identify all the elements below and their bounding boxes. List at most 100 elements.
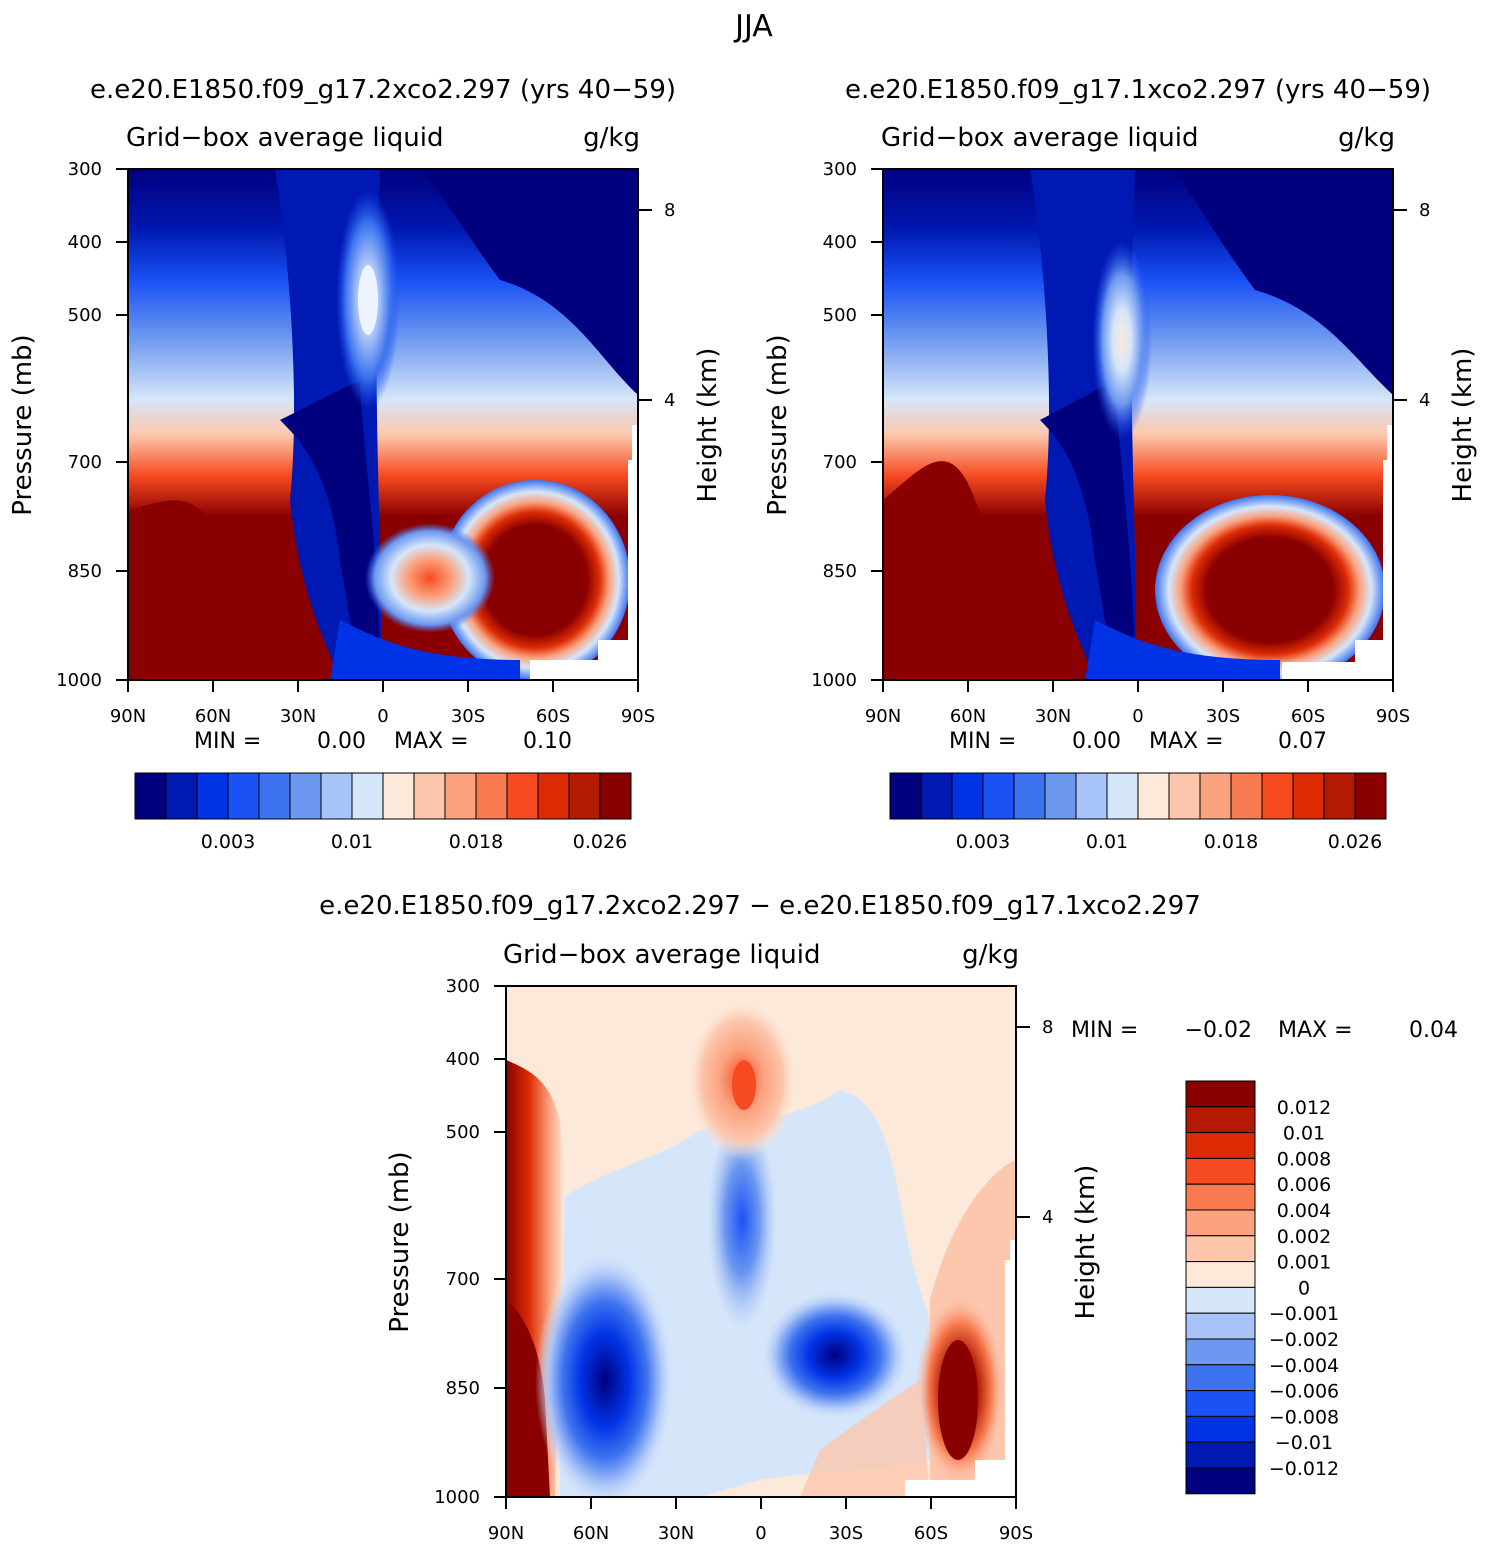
panel-3-colorbar-box [1185, 1209, 1256, 1237]
panel-2-colorbar-box [1354, 772, 1387, 820]
panel-1-units: g/kg [583, 123, 640, 153]
panel-3-colorbar-box [1185, 1261, 1256, 1288]
panel-3-colorbar-box [1185, 1338, 1256, 1366]
panel-2-colorbar-box [1013, 772, 1046, 820]
panel-1: e.e20.E1850.f09_g17.2xco2.297 (yrs 40−59… [8, 75, 723, 853]
panel-3-min-label: MIN = [1071, 1018, 1138, 1043]
panel-2-y-tick: 400 [823, 232, 857, 253]
panel-1-y-tick: 300 [68, 159, 102, 180]
panel-1-colorbar-box [568, 772, 601, 820]
panel-1-x-tick: 30N [280, 706, 316, 727]
panel-1-y-tick: 400 [68, 232, 102, 253]
panel-3-colorbar-labels: 0.012 0.01 0.008 0.006 0.004 0.002 0.001 0 −0.00… [1269, 1097, 1339, 1480]
panel-1-min-label: MIN = [194, 729, 261, 754]
panel-2: e.e20.E1850.f09_g17.1xco2.297 (yrs 40−59… [763, 75, 1478, 853]
panel-1-y2-tick: 4 [664, 390, 675, 411]
panel-2-x-tick: 90N [865, 706, 901, 727]
panel-1-case-title: e.e20.E1850.f09_g17.2xco2.297 (yrs 40−59… [90, 75, 676, 105]
panel-3-colorbar-label: −0.01 [1275, 1432, 1333, 1454]
panel-3-x-tick: 60N [573, 1523, 609, 1544]
panel-2-colorbar-label: 0.003 [956, 831, 1010, 853]
panel-2-colorbar-box [982, 772, 1015, 820]
panel-2-colorbar-box [1261, 772, 1294, 820]
panel-1-colorbar-box [196, 772, 229, 820]
panel-2-colorbar-box [1075, 772, 1108, 820]
panel-3-x-tick: 90S [999, 1523, 1033, 1544]
panel-1-colorbar-box [444, 772, 477, 820]
panel-1-colorbar-boxes [134, 772, 632, 820]
panel-1-x-tick: 90S [621, 706, 655, 727]
panel-1-colorbar-box [382, 772, 415, 820]
panel-2-x-tick: 0 [1132, 706, 1143, 727]
panel-2-colorbar-boxes [889, 772, 1387, 820]
panel-3-colorbar-label: 0.004 [1277, 1200, 1331, 1222]
panel-1-y2-tick: 8 [664, 200, 675, 221]
panel-3-colorbar-label: 0.001 [1277, 1252, 1331, 1274]
panel-1-colorbar-label: 0.026 [573, 831, 627, 853]
panel-2-colorbar-box [1199, 772, 1232, 820]
panel-2-x-tick: 60S [1291, 706, 1325, 727]
panel-1-max-value: 0.10 [523, 729, 572, 754]
panel-1-colorbar-box [506, 772, 539, 820]
panel-1-x-tick: 30S [451, 706, 485, 727]
panel-3-colorbar-box [1185, 1080, 1256, 1108]
panel-3-colorbar-box [1185, 1106, 1256, 1134]
panel-2-colorbar-box [1137, 772, 1170, 820]
panel-2-x-tick: 90S [1376, 706, 1410, 727]
panel-2-y-tick: 850 [823, 561, 857, 582]
panel-3-colorbar-label: −0.004 [1269, 1355, 1339, 1377]
panel-2-colorbar-box [889, 772, 922, 820]
panel-1-y-tick: 500 [68, 305, 102, 326]
figure-title: JJA [733, 9, 773, 44]
panel-3-colorbar-box [1185, 1235, 1256, 1263]
panel-2-case-title: e.e20.E1850.f09_g17.1xco2.297 (yrs 40−59… [845, 75, 1431, 105]
panel-3-case-title: e.e20.E1850.f09_g17.2xco2.297 − e.e20.E1… [319, 891, 1201, 921]
panel-3-colorbar: 0.012 0.01 0.008 0.006 0.004 0.002 0.001 0 −0.00… [1185, 1080, 1339, 1495]
panel-3-y-tick: 700 [446, 1269, 480, 1290]
panel-1-minmax: MIN = 0.00 MAX = 0.10 [194, 729, 572, 754]
panel-3-colorbar-label: 0.006 [1277, 1174, 1331, 1196]
panel-3-colorbar-label: 0.01 [1283, 1123, 1325, 1145]
panel-1-y-tick: 850 [68, 561, 102, 582]
panel-3-colorbar-box [1185, 1441, 1256, 1469]
panel-3-colorbar-label: −0.006 [1269, 1381, 1339, 1403]
panel-2-units: g/kg [1338, 123, 1395, 153]
panel-3-colorbar-label: 0.008 [1277, 1148, 1331, 1170]
panel-1-colorbar-box [289, 772, 322, 820]
panel-3-units: g/kg [962, 940, 1019, 970]
panel-3-variable: Grid−box average liquid [503, 940, 820, 970]
panel-3-x-tick: 60S [914, 1523, 948, 1544]
panel-2-colorbar-box [1323, 772, 1356, 820]
panel-3: e.e20.E1850.f09_g17.2xco2.297 − e.e20.E1… [319, 891, 1458, 1544]
panel-1-y-axis: 300 400 500 700 850 1000 Pressure (mb) [8, 159, 128, 691]
panel-3-y-tick: 500 [446, 1122, 480, 1143]
panel-3-colorbar-box [1185, 1183, 1256, 1211]
panel-1-x-tick: 0 [377, 706, 388, 727]
panel-1-colorbar-box [351, 772, 384, 820]
panel-3-colorbar-box [1185, 1390, 1256, 1417]
panel-3-colorbar-boxes [1185, 1080, 1256, 1495]
panel-3-colorbar-label: −0.002 [1269, 1329, 1339, 1351]
panel-3-x-tick: 30N [658, 1523, 694, 1544]
panel-1-y-tick: 1000 [56, 670, 102, 691]
panel-2-x-axis: 90N 60N 30N 0 30S 60S 90S [865, 680, 1410, 727]
panel-3-colorbar-box [1185, 1312, 1256, 1340]
panel-1-colorbar-box [258, 772, 291, 820]
panel-2-y-label: Pressure (mb) [763, 334, 793, 515]
panel-1-y-label: Pressure (mb) [8, 334, 38, 515]
panel-2-y-tick: 700 [823, 452, 857, 473]
panel-3-y2-tick: 4 [1042, 1207, 1053, 1228]
panel-2-colorbar-box [1044, 772, 1077, 820]
panel-2-x-tick: 30N [1035, 706, 1071, 727]
panel-1-colorbar-box [320, 772, 353, 820]
panel-2-y-axis: 300 400 500 700 850 1000 Pressure (mb) [763, 159, 883, 691]
panel-3-x-axis: 90N 60N 30N 0 30S 60S 90S [488, 1497, 1033, 1544]
panel-2-y2-tick: 4 [1419, 390, 1430, 411]
panel-3-max-value: 0.04 [1409, 1018, 1458, 1043]
panel-1-colorbar: 0.003 0.01 0.018 0.026 [134, 772, 632, 853]
panel-3-y2-tick: 8 [1042, 1017, 1053, 1038]
panel-2-colorbar: 0.003 0.01 0.018 0.026 [889, 772, 1387, 853]
panel-2-colorbar-box [1230, 772, 1263, 820]
panel-2-y-tick: 300 [823, 159, 857, 180]
